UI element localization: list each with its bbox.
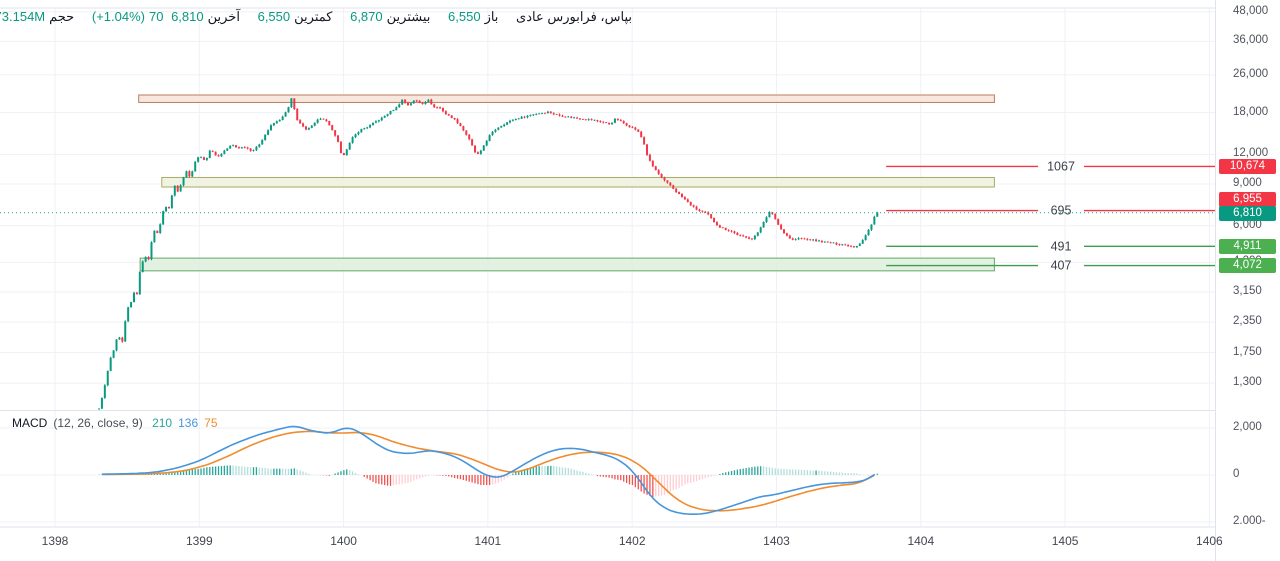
- pane-dividers: [0, 0, 1216, 561]
- level-label-407[interactable]: 407: [1051, 259, 1072, 273]
- candlesticks[interactable]: [98, 98, 879, 411]
- macd-hist-value: 210: [152, 416, 173, 430]
- price-badge-10,674: 10,674: [1219, 158, 1276, 174]
- change-percent: (+1.04%): [91, 9, 145, 24]
- macd-signal-line: [101, 430, 875, 512]
- macd-legend: MACD (12, 26, close, 9) 210 136 75: [12, 416, 224, 430]
- macd-tick--2000: 2.000-: [1233, 515, 1266, 527]
- price-tick-6000: 6,000: [1233, 218, 1262, 231]
- price-tick-18000: 18,000: [1233, 105, 1269, 118]
- year-label-1405: 1405: [1051, 534, 1079, 548]
- year-label-1400: 1400: [330, 534, 357, 548]
- price-badge-6,955: 6,955: [1219, 191, 1276, 207]
- last-value: 6,810: [171, 9, 204, 24]
- volume-label: حجم: [49, 9, 75, 24]
- macd-params: (12, 26, close, 9): [53, 416, 143, 430]
- down-bodies: [121, 98, 855, 342]
- up-bodies: [98, 98, 879, 410]
- alert-levels: 1067 695 491 407: [886, 159, 1216, 273]
- macd-title[interactable]: MACD: [12, 416, 48, 430]
- supply-demand-zones[interactable]: [138, 94, 995, 272]
- macd-line-value: 136: [178, 416, 199, 430]
- year-label-1401: 1401: [474, 534, 502, 548]
- price-tick-26000: 26,000: [1233, 67, 1269, 80]
- high-label: بیشترین: [386, 9, 431, 24]
- price-tick-48000: 48,000: [1233, 4, 1269, 17]
- price-tick-1750: 1,750: [1233, 345, 1262, 358]
- price-tick-2350: 2,350: [1233, 315, 1262, 328]
- change-value: 70: [148, 9, 164, 24]
- low-value: 6,550: [257, 9, 291, 24]
- macd-tick-2000: 2,000: [1233, 421, 1262, 433]
- level-label-1067[interactable]: 1067: [1047, 159, 1075, 173]
- price-badge-4,072: 4,072: [1219, 258, 1276, 274]
- price-tick-1300: 1,300: [1233, 376, 1262, 389]
- symbol-name[interactable]: بپاس، فرابورس عادی: [516, 9, 632, 24]
- price-tick-36000: 36,000: [1233, 34, 1269, 47]
- macd-main-line: [101, 425, 875, 515]
- high-value: 6,870: [350, 9, 383, 24]
- year-label-1399: 1399: [185, 534, 213, 548]
- macd-pane[interactable]: [98, 425, 878, 515]
- price-tick-12000: 12,000: [1233, 147, 1269, 160]
- year-label-1406: 1406: [1196, 534, 1223, 548]
- level-label-491[interactable]: 491: [1051, 239, 1072, 253]
- price-axis[interactable]: 48,000 36,000 26,000 18,000 12,000 9,000 6,000…: [1216, 0, 1280, 527]
- zone-rect-1[interactable]: [161, 176, 995, 188]
- price-tick-3150: 3,150: [1233, 285, 1262, 298]
- price-badge-6,810: 6,810: [1219, 205, 1276, 221]
- price-tick-9000: 9,000: [1233, 177, 1262, 189]
- macd-tick-0: 0: [1233, 468, 1240, 480]
- open-value: 6,550: [448, 9, 481, 24]
- year-label-1404: 1404: [907, 534, 935, 548]
- year-label-1402: 1402: [618, 534, 646, 548]
- last-label: آخرین: [207, 9, 240, 24]
- open-label: باز: [484, 9, 499, 24]
- chart-canvas[interactable]: 1067 695 491 407: [0, 0, 1216, 561]
- macd-signal-value: 75: [204, 416, 218, 430]
- time-axis[interactable]: 1398 1399 1400 1401 1402 1403 1404 1405 1406: [0, 527, 1280, 561]
- zone-rect-2[interactable]: [139, 257, 995, 272]
- symbol-legend: بپاس، فرابورس عادی باز6,550 بیشترین6,870…: [0, 9, 632, 25]
- volume-value: 73.154M: [0, 9, 46, 24]
- year-label-1403: 1403: [763, 534, 790, 548]
- price-badge-4,911: 4,911: [1219, 238, 1276, 254]
- low-label: کمترین: [294, 9, 333, 24]
- zone-rect-0[interactable]: [138, 94, 995, 103]
- level-label-695[interactable]: 695: [1051, 204, 1072, 218]
- year-label-1398: 1398: [41, 534, 69, 548]
